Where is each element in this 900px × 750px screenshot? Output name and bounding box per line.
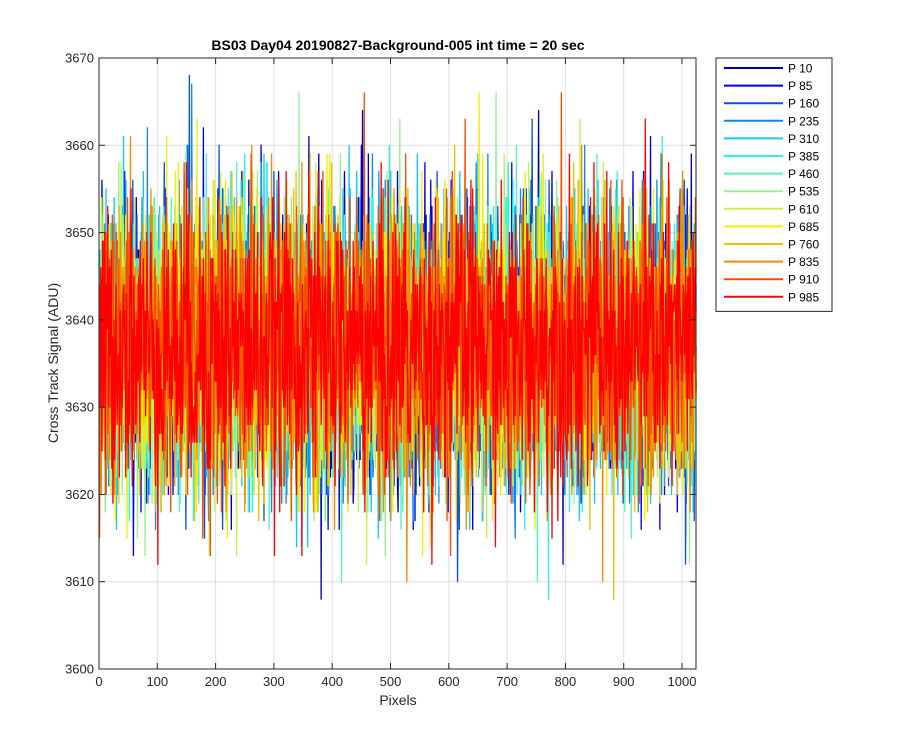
x-axis-label: Pixels	[379, 692, 416, 708]
x-tick-label: 500	[380, 674, 402, 689]
legend-label: P 10	[788, 62, 813, 76]
legend-label: P 835	[788, 255, 819, 269]
y-tick-label: 3660	[65, 138, 94, 153]
series-group	[98, 74, 697, 600]
series-line-p985	[98, 118, 697, 565]
chart-title: BS03 Day04 20190827-Background-005 int t…	[211, 37, 584, 53]
legend: P 10 P 85 P 160 P 235 P 310 P 385 P 460 P 535 P …	[715, 57, 833, 312]
y-tick-label: 3640	[65, 312, 94, 327]
x-tick-label: 900	[613, 674, 635, 689]
x-tick-label: 300	[263, 674, 285, 689]
legend-label: P 910	[788, 273, 819, 287]
legend-label: P 460	[788, 167, 819, 181]
legend-label: P 160	[788, 97, 819, 111]
x-tick-label: 200	[205, 674, 227, 689]
y-tick-label: 3610	[65, 574, 94, 589]
y-tick-label: 3620	[65, 487, 94, 502]
x-tick-label: 700	[496, 674, 518, 689]
x-tick-label: 1000	[668, 674, 697, 689]
y-tick-label: 3670	[65, 51, 94, 66]
x-tick-label: 0	[95, 674, 102, 689]
x-tick-label: 400	[321, 674, 343, 689]
legend-label: P 235	[788, 114, 819, 128]
legend-label: P 760	[788, 238, 819, 252]
legend-label: P 610	[788, 202, 819, 216]
legend-label: P 535	[788, 185, 819, 199]
x-tick-label: 100	[146, 674, 168, 689]
axis-ticks: 0 100 200 300 400 500 600 700 800 900 1000 3600 3610…	[65, 51, 696, 690]
legend-box	[715, 57, 833, 312]
legend-label: P 310	[788, 132, 819, 146]
legend-label: P 385	[788, 150, 819, 164]
plot-frame	[98, 57, 697, 670]
y-tick-label: 3600	[65, 662, 94, 677]
y-axis-label: Cross Track Signal (ADU)	[45, 283, 61, 443]
legend-label: P 85	[788, 79, 813, 93]
legend-label: P 985	[788, 290, 819, 304]
x-tick-label: 800	[555, 674, 577, 689]
x-tick-label: 600	[438, 674, 460, 689]
legend-label: P 685	[788, 220, 819, 234]
y-tick-label: 3630	[65, 400, 94, 415]
y-tick-label: 3650	[65, 225, 94, 240]
